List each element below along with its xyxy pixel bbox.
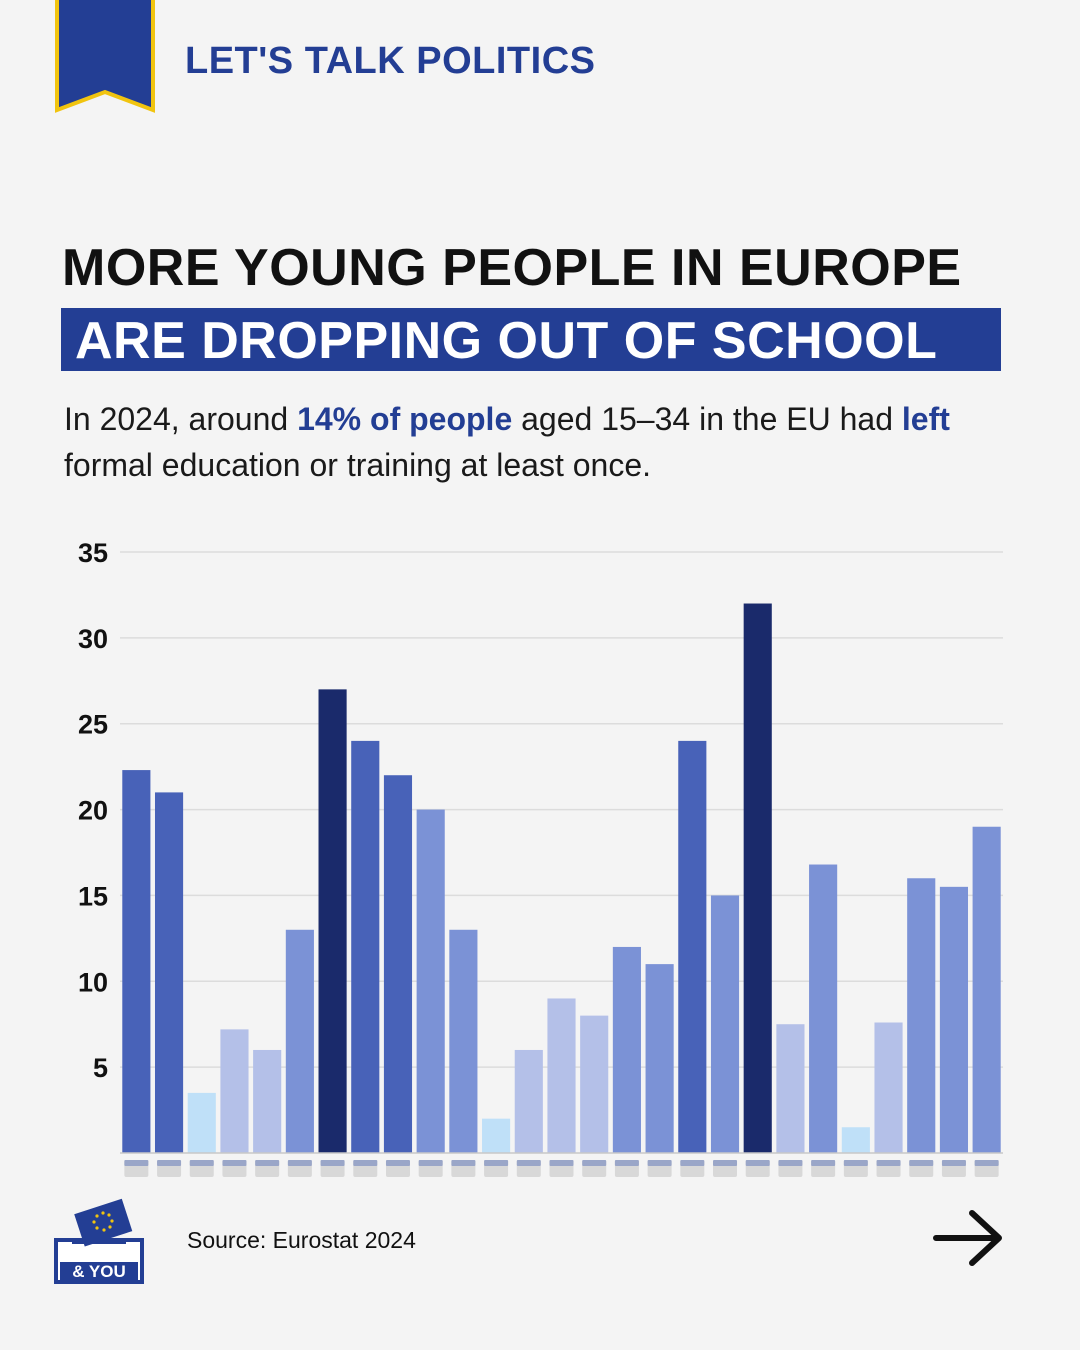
flag-icon-gr (484, 1160, 509, 1177)
bar-cz (285, 929, 314, 1153)
bar-de (449, 929, 478, 1153)
bar-fi (383, 775, 413, 1153)
logo-text: & YOU (72, 1262, 126, 1281)
bar-it (580, 1015, 609, 1153)
flag-icon-fr (418, 1160, 443, 1177)
bar-lu (678, 740, 707, 1153)
flag-icon-hu (516, 1160, 541, 1177)
bar-mt (710, 895, 740, 1153)
bar-ee (351, 740, 380, 1153)
bar-ie (547, 998, 576, 1153)
flag-icon-ie (549, 1160, 574, 1177)
flag-icon-se (974, 1160, 999, 1177)
flag-icon-mt (713, 1160, 738, 1177)
flag-icon-si (876, 1160, 901, 1177)
bar-pt (809, 864, 838, 1153)
flag-icon-lv (614, 1160, 639, 1177)
flag-icon-hr (222, 1160, 247, 1177)
flag-icon-bg (189, 1160, 214, 1177)
bar-se (972, 826, 1001, 1153)
flag-icon-lt (647, 1160, 672, 1177)
subtitle-part-2: aged 15–34 in the EU had (512, 401, 902, 437)
y-tick-label: 25 (78, 710, 108, 740)
headline-highlight-bar (61, 308, 1001, 371)
y-tick-label: 35 (78, 538, 108, 568)
flag-icon-be (157, 1160, 182, 1177)
flag-icon-de (451, 1160, 476, 1177)
bar-at (122, 770, 151, 1153)
subtitle-highlight-2: left (901, 401, 950, 437)
flag-icon-fi (385, 1160, 410, 1177)
bar-chart: 5 10 15 20 25 30 35 (78, 538, 1003, 1177)
flag-icon-dk (320, 1160, 345, 1177)
flag-icon-cz (287, 1160, 312, 1177)
flag-icon-pt (811, 1160, 836, 1177)
bar-es (939, 886, 969, 1153)
flag-icon-cy (255, 1160, 280, 1177)
bar-lt (645, 964, 674, 1153)
source-note: Source: Eurostat 2024 (187, 1227, 416, 1253)
flag-icon-at (124, 1160, 149, 1177)
headline-line-2: ARE DROPPING OUT OF SCHOOL (75, 312, 938, 370)
bar-gr (482, 1118, 511, 1153)
flag-icon-sk (909, 1160, 934, 1177)
bar-cy (253, 1049, 282, 1153)
y-tick-label: 5 (93, 1053, 108, 1083)
headline-line-1: MORE YOUNG PEOPLE IN EUROPE (62, 239, 962, 297)
series-label: LET'S TALK POLITICS (185, 40, 596, 82)
flag-icon-lu (680, 1160, 705, 1177)
bar-dk (318, 689, 347, 1153)
flag-icon-es (941, 1160, 966, 1177)
bar-lv (612, 946, 641, 1153)
y-tick-label: 30 (78, 624, 108, 654)
bar-ro (841, 1127, 870, 1153)
flag-icon-nl (745, 1160, 770, 1177)
bar-pl (776, 1024, 805, 1153)
subtitle-part-1: In 2024, around (64, 401, 298, 437)
y-tick-label: 10 (78, 967, 108, 997)
arrow-right-icon[interactable] (932, 1208, 1004, 1268)
y-tick-label: 20 (78, 796, 108, 826)
bar-hr (220, 1029, 249, 1153)
bookmark-icon (55, 0, 155, 113)
bar-fr (416, 809, 445, 1153)
flag-icon-ee (353, 1160, 378, 1177)
bar-nl (743, 603, 772, 1153)
bar-bg (187, 1092, 216, 1153)
flag-icon-it (582, 1160, 607, 1177)
subtitle: In 2024, around 14% of people aged 15–34… (64, 396, 1014, 488)
flag-icon-pl (778, 1160, 803, 1177)
eu-ballot-logo: & YOU (54, 1198, 144, 1284)
bar-si (874, 1022, 903, 1153)
subtitle-highlight-1: 14% of people (297, 401, 513, 437)
subtitle-part-3: formal education or training at least on… (64, 447, 651, 483)
bar-be (154, 792, 184, 1153)
flag-icon-ro (843, 1160, 868, 1177)
bar-sk (907, 878, 936, 1153)
y-tick-label: 15 (78, 881, 108, 911)
bar-hu (514, 1049, 543, 1153)
